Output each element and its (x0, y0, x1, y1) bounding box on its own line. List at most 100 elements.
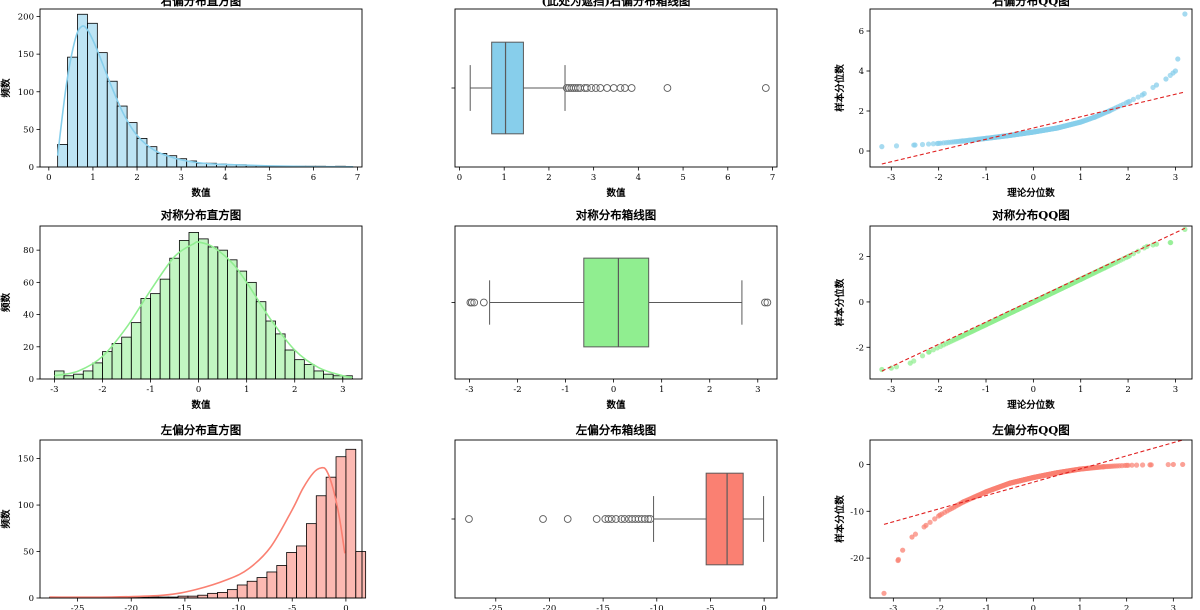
qq-point (1130, 96, 1137, 102)
qq-point (932, 516, 938, 522)
y-tick-label: 80 (23, 246, 34, 256)
histogram-bars (49, 448, 367, 599)
y-tick-label: 6 (859, 27, 864, 37)
plot-frame (869, 8, 1193, 168)
plot-frame (39, 439, 363, 599)
plot-frame (39, 8, 363, 168)
chart-boxplot-1: (此处为遮挡)右偏分布箱线图 0 1 2 3 4 5 6 7 数值 (451, 0, 778, 199)
x-tick-label: 7 (355, 173, 360, 183)
qq-point (888, 365, 894, 371)
histogram-bar (217, 249, 228, 380)
histogram-bar (303, 364, 315, 380)
x-tick-label: 0 (46, 173, 51, 183)
qq-point (909, 534, 915, 540)
outlier-point (592, 515, 601, 523)
histogram-bar (306, 523, 317, 599)
x-tick-label: 0 (196, 385, 201, 395)
qq-point (1030, 474, 1036, 481)
histogram-bar (63, 375, 75, 380)
histogram-bar (296, 545, 307, 599)
chart-title: 对称分布箱线图 (576, 208, 657, 222)
x-tick-label: 1 (1078, 385, 1083, 395)
chart-title: 左偏分布箱线图 (575, 423, 657, 437)
plot-frame (39, 225, 363, 380)
qq-point (893, 364, 900, 370)
x-tick-label: 0 (1031, 385, 1036, 395)
x-tick-label: 0 (1031, 173, 1036, 183)
y-axis-label: 样本分位数 (834, 278, 846, 326)
outliers (466, 298, 772, 307)
plot-frame (454, 8, 778, 168)
x-tick-label: -1 (983, 604, 991, 610)
qq-point (926, 349, 932, 355)
histogram-bar (246, 281, 257, 380)
qq-point (1054, 470, 1060, 476)
qq-point (1182, 226, 1188, 232)
y-tick-label: 40 (23, 311, 34, 321)
x-tick-label: -3 (465, 385, 473, 395)
plot-frame (869, 225, 1193, 380)
x-tick-label: 2 (1124, 604, 1129, 610)
x-tick-label: -5 (288, 604, 296, 610)
qq-point (879, 366, 885, 373)
y-tick-label: 100 (18, 501, 34, 511)
y-axis-label: 样本分位数 (834, 64, 846, 112)
plot-frame (454, 439, 778, 599)
x-tick-label: 6 (311, 173, 316, 183)
x-tick-label: 3 (591, 173, 596, 183)
x-tick-label: -3 (889, 604, 897, 610)
qq-point (1165, 461, 1171, 468)
qq-point (1170, 461, 1176, 468)
histogram-bar (217, 592, 228, 599)
y-tick-label: 2 (859, 107, 864, 117)
qq-point (1054, 125, 1060, 131)
qq-point (1130, 251, 1137, 257)
qq-point (1125, 254, 1131, 260)
chart-scatter-2: 右偏分布QQ图 -3 -2 -1 0 1 2 3 0 2 4 6 理论分位数 样本分位数 (834, 0, 1193, 199)
x-tick-label: 4 (636, 173, 641, 183)
x-tick-label: 3 (1173, 173, 1178, 183)
qq-point (1147, 462, 1153, 468)
x-tick-label: -1 (982, 173, 990, 183)
histogram-bar (198, 238, 209, 380)
qq-point (1139, 92, 1145, 98)
histogram-bar (332, 375, 344, 380)
x-tick-label: -3 (887, 173, 895, 183)
y-tick-label: -2 (856, 343, 864, 353)
histogram-bars (54, 232, 353, 380)
qq-points (881, 461, 1186, 596)
histogram-bar (150, 293, 161, 380)
histogram-bar (111, 343, 123, 380)
outlier-point (761, 298, 769, 307)
outlier-point (621, 84, 629, 92)
x-tick-label: -20 (124, 604, 138, 610)
qq-point (930, 347, 936, 353)
qq-point (1163, 76, 1169, 82)
histogram-bar (284, 349, 296, 380)
outliers (562, 84, 770, 92)
histogram-bar (130, 322, 142, 380)
x-tick-label: 0 (457, 173, 462, 183)
x-tick-label: -5 (706, 604, 714, 610)
x-tick-label: 5 (680, 173, 685, 183)
x-tick-label: 3 (340, 385, 345, 395)
x-tick-label: -2 (98, 385, 106, 395)
qq-point (1168, 239, 1174, 246)
histogram-bar (236, 584, 248, 599)
x-tick-label: 2 (134, 173, 139, 183)
x-tick-label: -10 (232, 604, 246, 610)
x-tick-label: 5 (267, 173, 272, 183)
chart-title: 对称分布QQ图 (992, 208, 1070, 222)
outlier-point (539, 515, 547, 523)
qq-point (923, 522, 929, 528)
x-axis-label: 数值 (190, 399, 211, 411)
x-tick-label: -2 (936, 604, 944, 610)
x-axis-label: 理论分位数 (1007, 399, 1055, 411)
outlier-point (644, 515, 653, 523)
chart-title: 对称分布直方图 (161, 208, 242, 222)
qq-point (912, 142, 918, 148)
qq-point (1135, 248, 1141, 254)
histogram-bar (207, 592, 218, 599)
x-tick-label: 0 (611, 385, 616, 395)
chart-histogram-0: 右偏分布直方图 0 1 2 3 4 5 6 7 0 50 100 150 200 数值 频数 (0, 0, 363, 199)
